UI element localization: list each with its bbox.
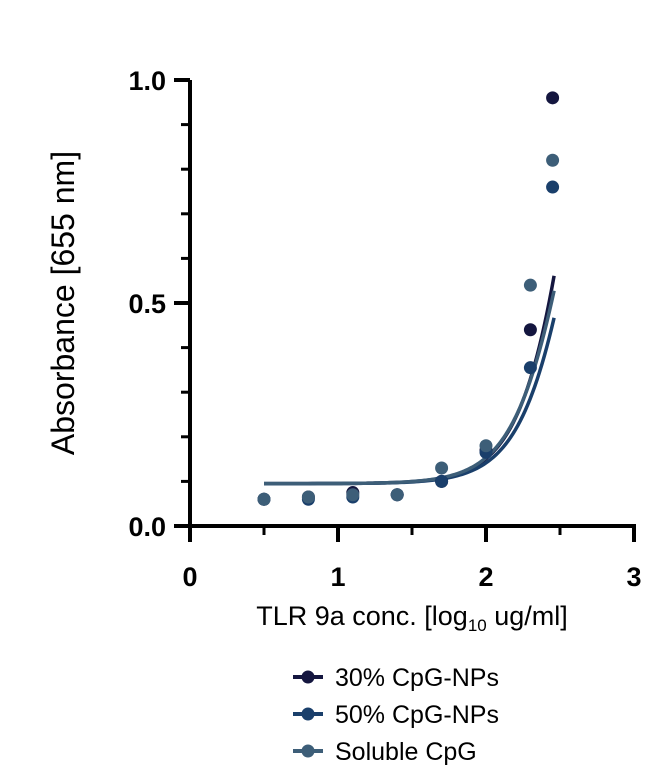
- data-point-series-2: [546, 180, 560, 194]
- data-point-series-3: [346, 488, 360, 502]
- data-point-series-2: [523, 361, 537, 375]
- data-point-series-1: [546, 91, 560, 105]
- y-tick-label: 1.0: [128, 66, 166, 96]
- legend-marker: [301, 744, 315, 758]
- legend: 30% CpG-NPs 50% CpG-NPs Soluble CpG: [293, 664, 499, 766]
- data-point-series-3: [479, 439, 493, 453]
- fit-curve-3: [264, 290, 556, 486]
- x-axis-title-subscript: 10: [468, 616, 487, 635]
- legend-label: 30% CpG-NPs: [335, 664, 499, 692]
- ticks: [174, 78, 636, 542]
- x-tick-label: 1: [330, 562, 345, 592]
- data-point-series-3: [390, 488, 404, 502]
- x-tick-label: 0: [182, 562, 197, 592]
- data-point-series-3: [257, 492, 271, 506]
- tick-labels: 0 1 2 3 0.0 0.5 1.0: [128, 66, 641, 592]
- x-tick-label: 3: [626, 562, 641, 592]
- legend-label: Soluble CpG: [335, 738, 477, 766]
- y-tick-label: 0.0: [128, 512, 166, 542]
- y-tick-label: 0.5: [128, 289, 166, 319]
- data-points: [257, 91, 560, 506]
- x-axis-title-tail: ug/ml]: [487, 601, 568, 631]
- data-point-series-3: [435, 461, 449, 475]
- data-point-series-3: [301, 490, 315, 504]
- data-point-series-3: [523, 278, 537, 292]
- x-axis-title-main: TLR 9a conc. [log: [256, 601, 468, 631]
- fit-curves: [264, 275, 556, 486]
- fit-curve-1: [264, 275, 556, 486]
- axes: [188, 80, 636, 528]
- y-axis-title: Absorbance [655 nm]: [45, 151, 81, 455]
- data-point-series-2: [435, 474, 449, 488]
- data-point-series-3: [546, 153, 560, 167]
- x-tick-label: 2: [478, 562, 493, 592]
- legend-marker: [301, 707, 315, 721]
- legend-label: 50% CpG-NPs: [335, 701, 499, 729]
- fit-curve-2: [264, 317, 556, 486]
- data-point-series-1: [523, 323, 537, 337]
- x-axis-title: TLR 9a conc. [log10 ug/ml]: [256, 601, 568, 635]
- legend-marker: [301, 670, 315, 684]
